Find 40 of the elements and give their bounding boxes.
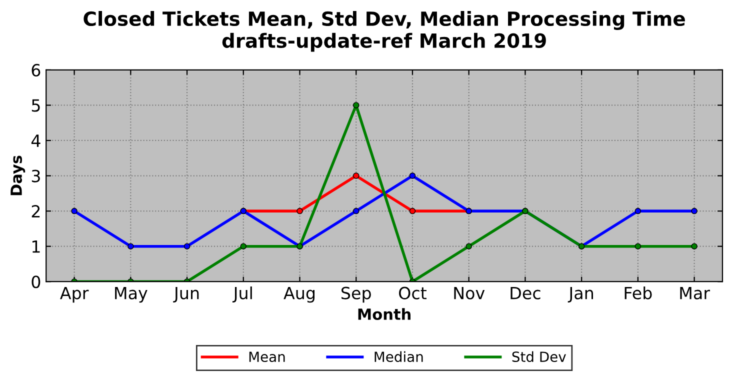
x-tick-label: Nov (454, 286, 485, 300)
point (240, 243, 247, 250)
x-tick-label: Jun (173, 286, 199, 302)
y-tick-label: 1 (32, 240, 40, 253)
legend-label: Median (374, 351, 423, 362)
point (466, 243, 472, 250)
point (352, 208, 360, 214)
legend-label: Mean (249, 352, 285, 362)
point (691, 243, 698, 250)
legend-label: Std Dev (512, 351, 566, 362)
x-tick-label: Feb (624, 286, 652, 300)
point (409, 172, 416, 179)
point (352, 102, 360, 108)
chart-title: Closed Tickets Mean, Std Dev, Median Processing Time drafts-update-ref March 2019 (84, 11, 685, 52)
y-tick-label: 5 (32, 99, 40, 112)
y-tick-label: 0 (32, 276, 40, 288)
y-tick-label: 2 (32, 205, 40, 218)
point (634, 208, 642, 214)
x-tick-label: Aug (284, 286, 315, 303)
x-tick-label: May (115, 286, 148, 303)
x-axis-title: Month (358, 308, 410, 320)
y-tick-label: 4 (31, 134, 40, 147)
point (634, 243, 642, 250)
y-tick-label: 6 (32, 64, 40, 76)
y-axis-title: Days (10, 156, 26, 196)
point (71, 208, 78, 214)
x-tick-label: Jan (568, 286, 594, 302)
y-tick-label: 3 (32, 170, 40, 182)
point (352, 172, 360, 179)
point (296, 208, 303, 214)
x-tick-label: Mar (680, 286, 710, 300)
x-tick-label: Jul (232, 286, 252, 302)
x-tick-label: Sep (342, 286, 371, 303)
x-tick-label: Dec (510, 286, 540, 300)
x-tick-label: Oct (399, 286, 426, 300)
x-tick-label: Apr (60, 286, 89, 303)
point (409, 208, 416, 214)
point (184, 243, 190, 250)
point (691, 208, 698, 214)
point (128, 243, 134, 250)
